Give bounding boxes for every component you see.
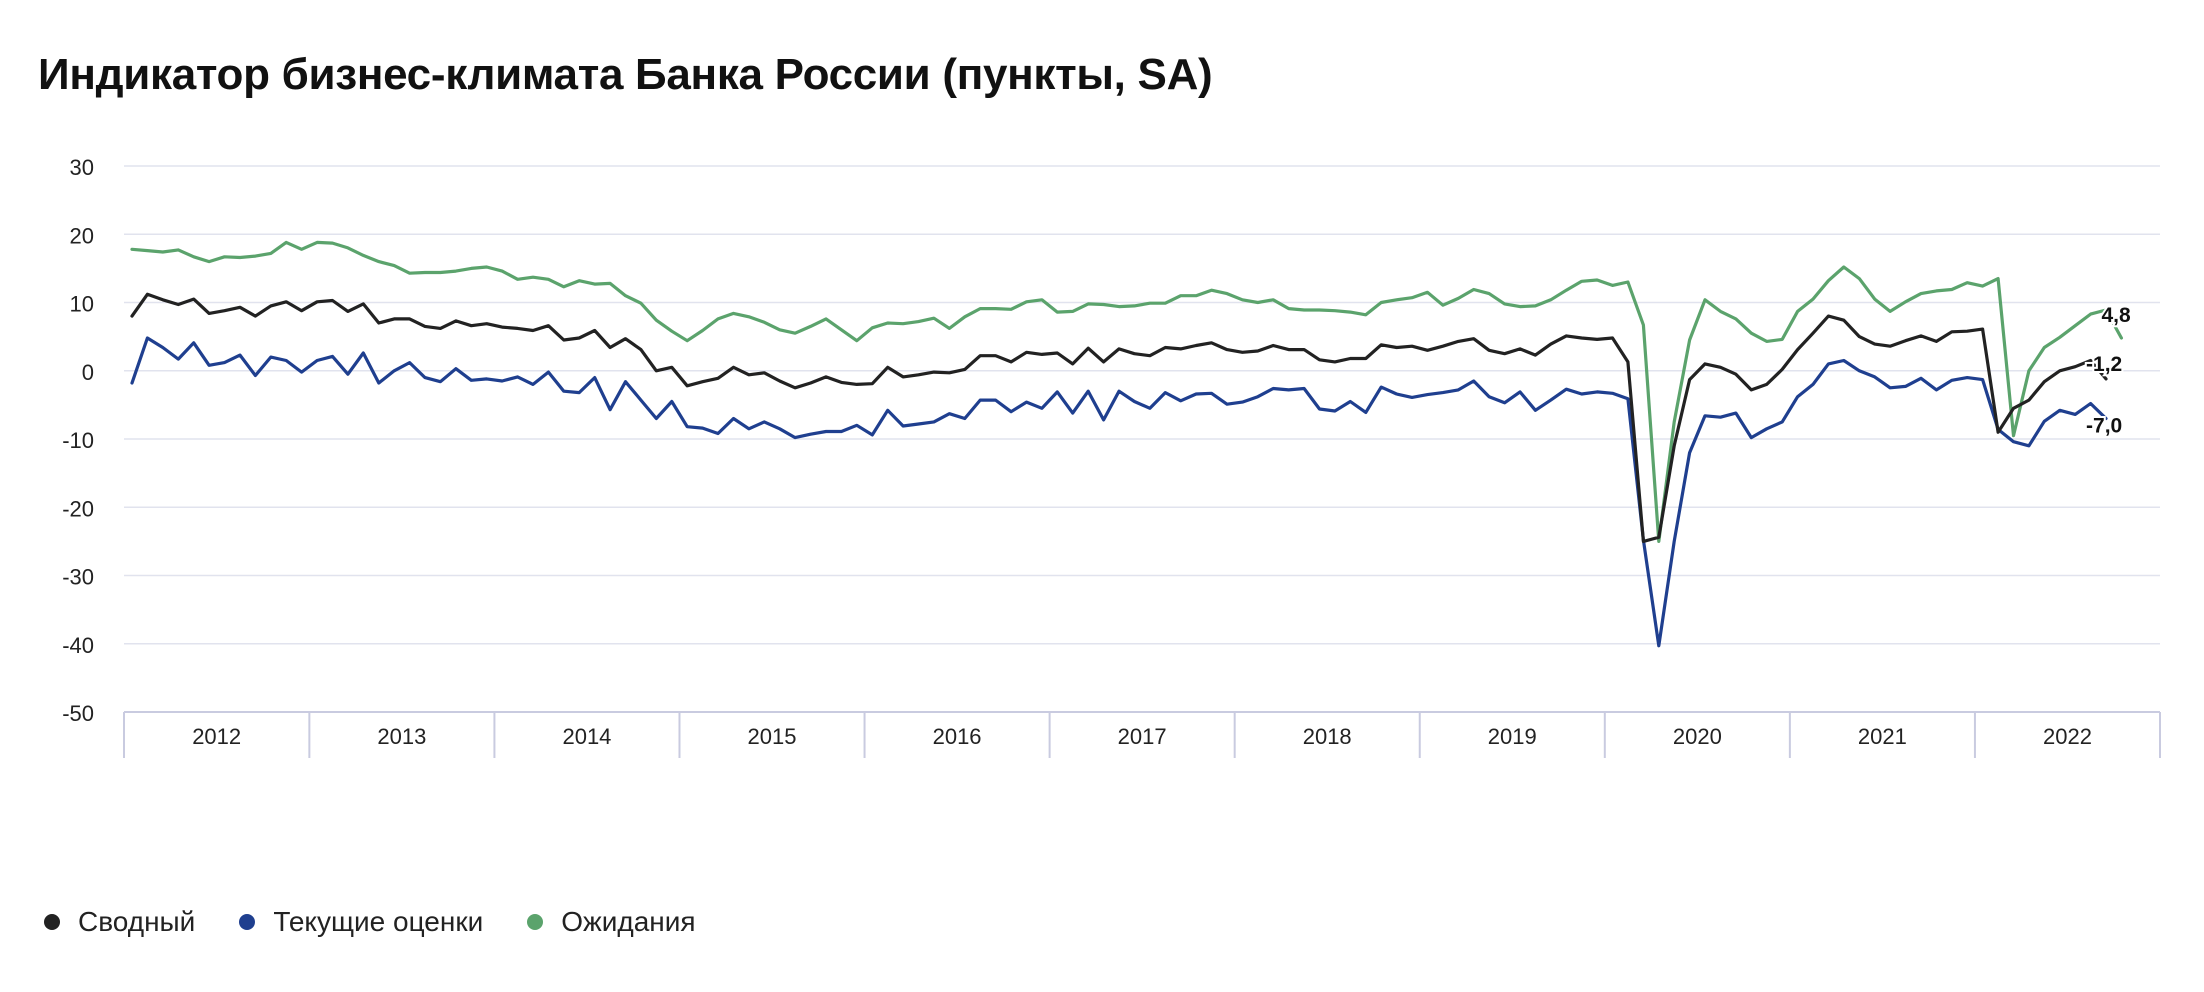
chart-title: Индикатор бизнес-климата Банка России (п…	[38, 50, 1213, 99]
x-tick-label: 2017	[1118, 724, 1167, 749]
grid	[124, 165, 2160, 713]
y-tick-label: 30	[70, 155, 94, 180]
y-tick-label: -30	[62, 565, 94, 590]
x-tick-label: 2018	[1303, 724, 1352, 749]
end-value-label: -1,2	[2086, 353, 2122, 376]
end-labels: -1,2 -7,0 4,8	[2084, 302, 2133, 440]
legend: Сводный Текущие оценки Ожидания	[44, 906, 696, 938]
x-tick-label: 2014	[562, 724, 611, 749]
series-line	[130, 240, 2123, 544]
legend-item-svodny[interactable]: Сводный	[44, 906, 195, 938]
x-axis: 2012 2013 2014 2015 2016 2017 2018 2019 2020 2021…	[123, 712, 2161, 758]
x-tick-label: 2013	[377, 724, 426, 749]
series-line	[130, 336, 2108, 648]
series-line	[130, 292, 2108, 544]
end-value-label: -7,0	[2086, 415, 2122, 438]
legend-marker	[44, 914, 60, 930]
legend-marker	[239, 914, 256, 930]
x-tick-label: 2021	[1858, 724, 1907, 749]
series-lines	[130, 240, 2123, 648]
x-tick-label: 2015	[748, 724, 797, 749]
legend-label: Ожидания	[561, 906, 696, 937]
y-tick-label: -10	[62, 428, 94, 453]
x-tick-label: 2019	[1488, 724, 1537, 749]
legend-label: Текущие оценки	[273, 906, 484, 937]
y-axis: 30 20 10 0 -10 -20 -30 -40 -50	[62, 155, 94, 726]
legend-item-current[interactable]: Текущие оценки	[239, 906, 483, 938]
legend-item-expectations[interactable]: Ожидания	[527, 906, 696, 938]
y-tick-label: 0	[82, 360, 94, 385]
y-tick-label: -20	[62, 496, 94, 521]
y-tick-label: 20	[70, 223, 94, 248]
y-tick-label: -50	[62, 701, 94, 726]
x-tick-label: 2022	[2043, 724, 2092, 749]
legend-marker	[527, 914, 544, 930]
x-tick-label: 2012	[192, 724, 241, 749]
end-value-label: 4,8	[2101, 304, 2131, 327]
legend-label: Сводный	[78, 906, 196, 937]
x-tick-label: 2016	[933, 724, 982, 749]
y-tick-label: -40	[62, 633, 94, 658]
y-tick-label: 10	[70, 292, 94, 317]
x-tick-label: 2020	[1673, 724, 1722, 749]
